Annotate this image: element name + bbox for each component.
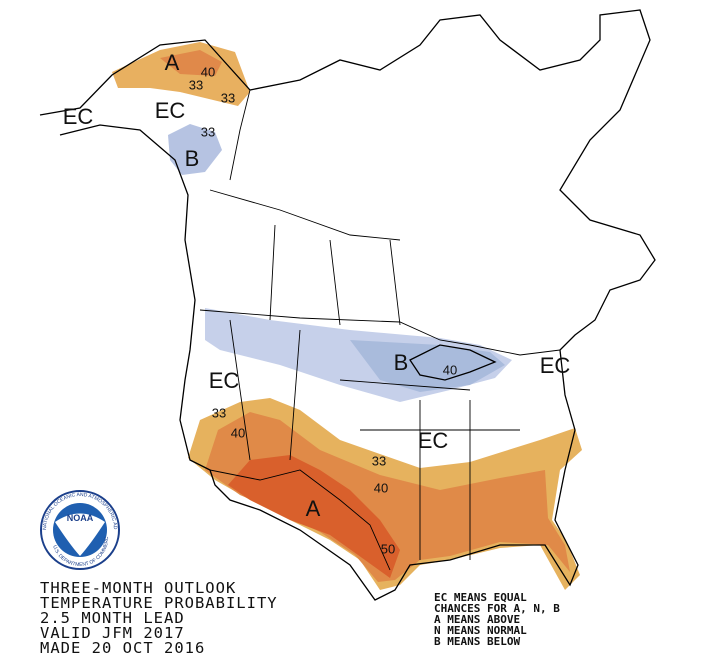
great-lakes bbox=[409, 344, 497, 381]
legend-line: B MEANS BELOW bbox=[434, 635, 520, 648]
legend-line: EC MEANS EQUAL bbox=[434, 591, 527, 604]
interior-borders bbox=[209, 189, 520, 560]
map-label: EC bbox=[63, 104, 94, 129]
map-label: 40 bbox=[201, 64, 215, 79]
logo-text: NOAA bbox=[67, 513, 94, 523]
title-line: VALID JFM 2017 bbox=[40, 624, 185, 642]
map-label: B bbox=[394, 350, 409, 375]
title-line: MADE 20 OCT 2016 bbox=[40, 639, 205, 657]
south-above-50 bbox=[228, 455, 400, 578]
logo-bird bbox=[55, 513, 105, 556]
alaska-below-33 bbox=[168, 124, 222, 175]
title-line: TEMPERATURE PROBABILITY bbox=[40, 594, 278, 612]
alaska-border bbox=[229, 89, 251, 181]
map-label: A bbox=[306, 496, 321, 521]
map-label: 40 bbox=[231, 425, 245, 440]
map-label: EC bbox=[540, 353, 571, 378]
title-line: 2.5 MONTH LEAD bbox=[40, 609, 185, 627]
us-mexico-border bbox=[209, 469, 391, 571]
map-label: EC bbox=[209, 368, 240, 393]
us-canada-border bbox=[199, 309, 561, 356]
map-label: 33 bbox=[372, 453, 386, 468]
map-label: EC bbox=[418, 428, 449, 453]
legend-line: N MEANS NORMAL bbox=[434, 624, 527, 637]
north-below-40 bbox=[350, 340, 505, 392]
map-label: EC bbox=[155, 98, 186, 123]
map-label: 33 bbox=[201, 124, 215, 139]
map-label: 33 bbox=[189, 77, 203, 92]
map-label: 33 bbox=[221, 90, 235, 105]
map-label: 50 bbox=[381, 541, 395, 556]
legend-line: A MEANS ABOVE bbox=[434, 613, 520, 626]
map-label: A bbox=[165, 50, 180, 75]
map-label: 40 bbox=[443, 362, 457, 377]
map-label: 33 bbox=[212, 405, 226, 420]
title-line: THREE-MONTH OUTLOOK bbox=[40, 579, 236, 597]
legend-line: CHANCES FOR A, N, B bbox=[434, 602, 560, 615]
map-outlines bbox=[39, 9, 656, 601]
map-label: 40 bbox=[374, 480, 388, 495]
south-above-40 bbox=[205, 412, 570, 582]
map-label: B bbox=[185, 146, 200, 171]
alaska-above-40 bbox=[160, 50, 222, 76]
